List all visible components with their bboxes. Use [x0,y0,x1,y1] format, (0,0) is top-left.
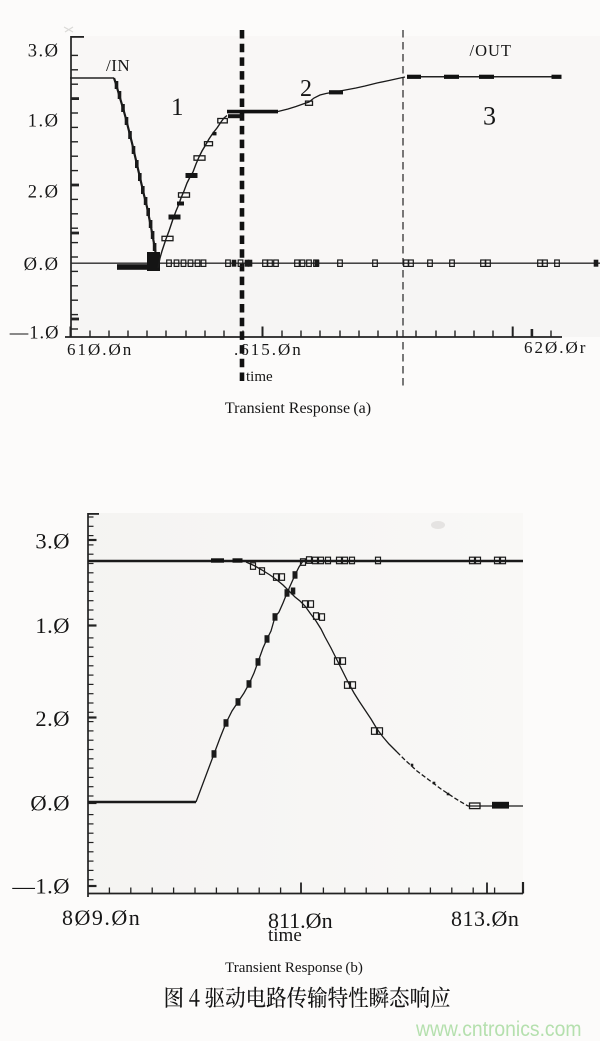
svg-text:www.cntronics.com: www.cntronics.com [415,1017,581,1041]
svg-text:time: time [268,925,302,946]
svg-text:Transient Response (a): Transient Response (a) [225,400,371,417]
svg-text:.615.Øn: .615.Øn [234,340,303,359]
svg-text:813.Øn: 813.Øn [451,906,519,931]
svg-text:1: 1 [171,94,184,121]
svg-text:62Ø.Ør: 62Ø.Ør [524,338,587,357]
svg-text:/IN: /IN [106,56,130,75]
svg-text:2.Ø: 2.Ø [35,706,70,731]
svg-text:3.Ø: 3.Ø [35,529,70,554]
svg-text:—1.Ø: —1.Ø [11,874,70,899]
svg-text:Transient Response (b): Transient Response (b) [225,960,363,976]
svg-text:1.Ø: 1.Ø [35,613,70,638]
svg-text:—1.Ø: —1.Ø [9,324,60,344]
svg-text:time: time [246,369,273,385]
svg-text:1.Ø: 1.Ø [28,112,60,132]
svg-text:8Ø9.Øn: 8Ø9.Øn [62,905,141,930]
svg-text:Ø.Ø: Ø.Ø [24,255,60,275]
svg-text:811.Øn: 811.Øn [268,908,333,933]
svg-text:2.Ø: 2.Ø [28,183,60,203]
svg-text:Ø.Ø: Ø.Ø [30,791,70,816]
svg-text:3: 3 [483,102,496,131]
svg-text:61Ø.Øn: 61Ø.Øn [67,340,133,359]
svg-text:3.Ø: 3.Ø [28,42,60,62]
svg-text:/OUT: /OUT [470,41,513,60]
svg-text:2: 2 [300,76,312,102]
